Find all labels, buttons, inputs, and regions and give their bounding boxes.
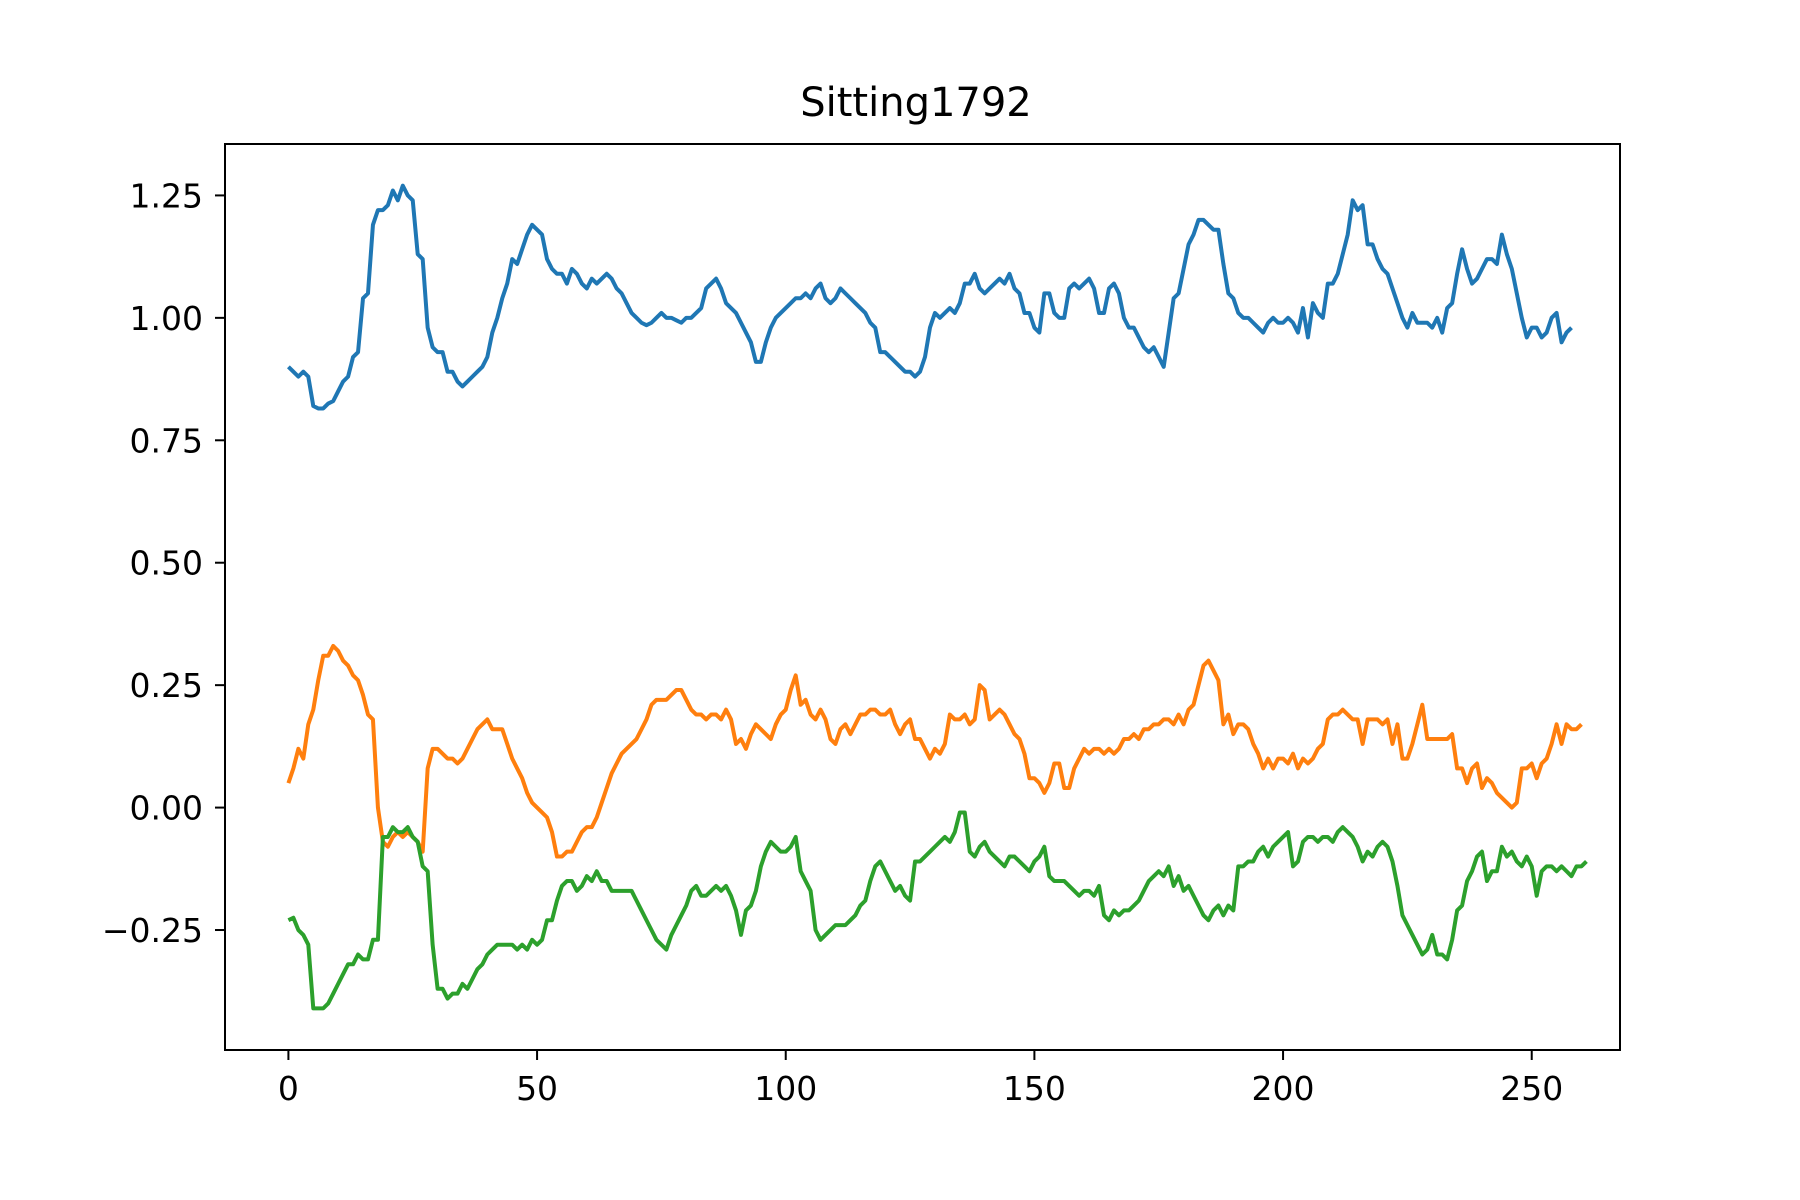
y-tick-label: 0.75 (130, 421, 203, 460)
series-line-2 (286, 643, 1583, 859)
series-line-3 (287, 810, 1588, 1011)
x-axis: 0 50 100 150 200 250 (278, 1050, 1563, 1108)
y-tick-label: 0.00 (130, 789, 203, 828)
x-tick-label: 250 (1500, 1069, 1563, 1108)
x-tick-label: 200 (1252, 1069, 1315, 1108)
y-tick-label: 1.25 (130, 176, 203, 215)
series-layer (286, 183, 1588, 1011)
series-line-1 (287, 183, 1573, 411)
y-tick-label: 1.00 (130, 299, 203, 338)
chart-title: Sitting1792 (800, 80, 1032, 126)
axes-frame (224, 143, 1621, 1051)
y-tick-label: 0.50 (130, 544, 203, 583)
x-tick-label: 0 (278, 1069, 299, 1108)
x-tick-label: 50 (516, 1069, 558, 1108)
x-tick-label: 150 (1003, 1069, 1066, 1108)
y-tick-label: −0.25 (102, 911, 203, 950)
y-axis: −0.25 0.00 0.25 0.50 0.75 1.00 1.25 (102, 176, 225, 950)
y-tick-label: 0.25 (130, 666, 203, 705)
x-tick-label: 100 (754, 1069, 817, 1108)
